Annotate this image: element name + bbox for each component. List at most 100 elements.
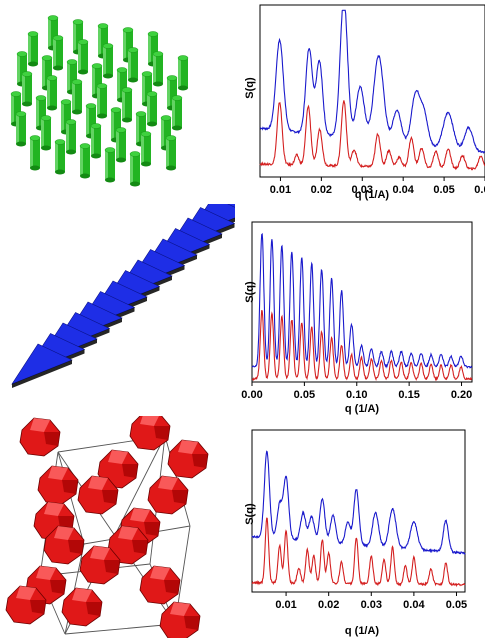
rod-top [72,19,84,25]
rod-highlight [111,110,114,140]
polyhedron-top-face [150,566,170,580]
series-bottom-line [251,517,466,588]
rod-bottom [30,165,40,171]
rod-highlight [105,150,108,180]
rod-bottom [130,181,140,187]
rod-highlight [16,114,19,144]
x-tick-label: 0.04 [403,599,425,611]
rod-highlight [147,94,150,124]
rod-top [135,111,147,117]
polyhedron-side-face [172,490,188,504]
rod-bottom [122,117,132,123]
rod-highlight [11,94,14,124]
rod-highlight [36,98,39,128]
rod-body [41,118,51,148]
rod-body [22,74,32,104]
polyhedron-top-face [130,508,150,522]
rod-top [90,123,102,129]
polyhedron-top-face [44,502,64,516]
rod [40,115,52,151]
plot-frame [259,4,485,178]
x-axis-label: q (1/A) [345,403,380,415]
rod-bottom [80,173,90,179]
rod-body [98,26,108,56]
series-top-line [259,9,485,154]
rod-top [40,115,52,121]
rod-top [65,119,77,125]
rod-body [123,30,133,60]
rod-body [153,54,163,84]
rod-top [127,47,139,53]
rod-bottom [172,125,182,131]
rod [90,123,102,159]
rod-highlight [116,130,119,160]
polyhedron-top-face [90,546,110,560]
rod-highlight [167,78,170,108]
rod-top [115,127,127,133]
rod-bottom [147,121,157,127]
lamella-edge [12,360,72,388]
rod-highlight [91,126,94,156]
rod-top [16,51,28,57]
polyhedron-top-face [158,476,178,490]
rod-highlight [97,86,100,116]
rod-highlight [172,98,175,128]
polyhedron-side-face [86,602,102,616]
rod-body [147,94,157,124]
rod-highlight [136,114,139,144]
rod-top [47,15,59,21]
rod-highlight [92,66,95,96]
polyhedron-side-face [164,580,180,594]
rod-bottom [97,113,107,119]
rod-highlight [117,70,120,100]
rod-bottom [128,77,138,83]
rod-highlight [130,154,133,184]
rod-highlight [17,54,20,84]
rod-highlight [178,58,181,88]
rod-body [86,106,96,136]
rod-top [129,151,141,157]
rod-highlight [142,74,145,104]
rod-highlight [161,118,164,148]
rod-body [47,78,57,108]
series-top-line [251,232,473,369]
rod-top [52,35,64,41]
rod-highlight [166,138,169,168]
rod-body [105,150,115,180]
rod-body [17,54,27,84]
rod [165,135,177,171]
rod-highlight [72,82,75,112]
rod-body [28,34,38,64]
polyhedron [79,545,121,585]
rod-top [160,115,172,121]
rod-body [73,22,83,52]
rod-body [141,134,151,164]
polyhedron-top-face [54,526,74,540]
rod-bottom [28,61,38,67]
rod-bottom [91,153,101,159]
polyhedron [43,525,85,565]
rod-highlight [122,90,125,120]
rod-bottom [105,177,115,183]
rod-highlight [22,74,25,104]
plot-frame [251,429,466,593]
rod [71,79,83,115]
rod-top [122,27,134,33]
rod [29,135,41,171]
polyhedron-side-face [184,616,200,630]
rod [121,87,133,123]
rod-highlight [28,34,31,64]
polyhedron-side-face [132,540,148,554]
y-axis-label: S(q) [244,77,256,99]
polyhedron-top-face [48,466,68,480]
y-axis-label: S(q) [244,281,256,303]
polyhedron [147,475,189,515]
rod-bottom [66,149,76,155]
rod-body [48,18,58,48]
rod-top [27,31,39,37]
rod-highlight [30,138,33,168]
polyhedron-side-face [144,522,160,536]
sq-plot-rods: S(q) q (1/A) 0.01 0.02 0.03 0.04 0.05 0.06 [244,4,485,201]
rod-highlight [41,118,44,148]
rod-top [66,59,78,65]
